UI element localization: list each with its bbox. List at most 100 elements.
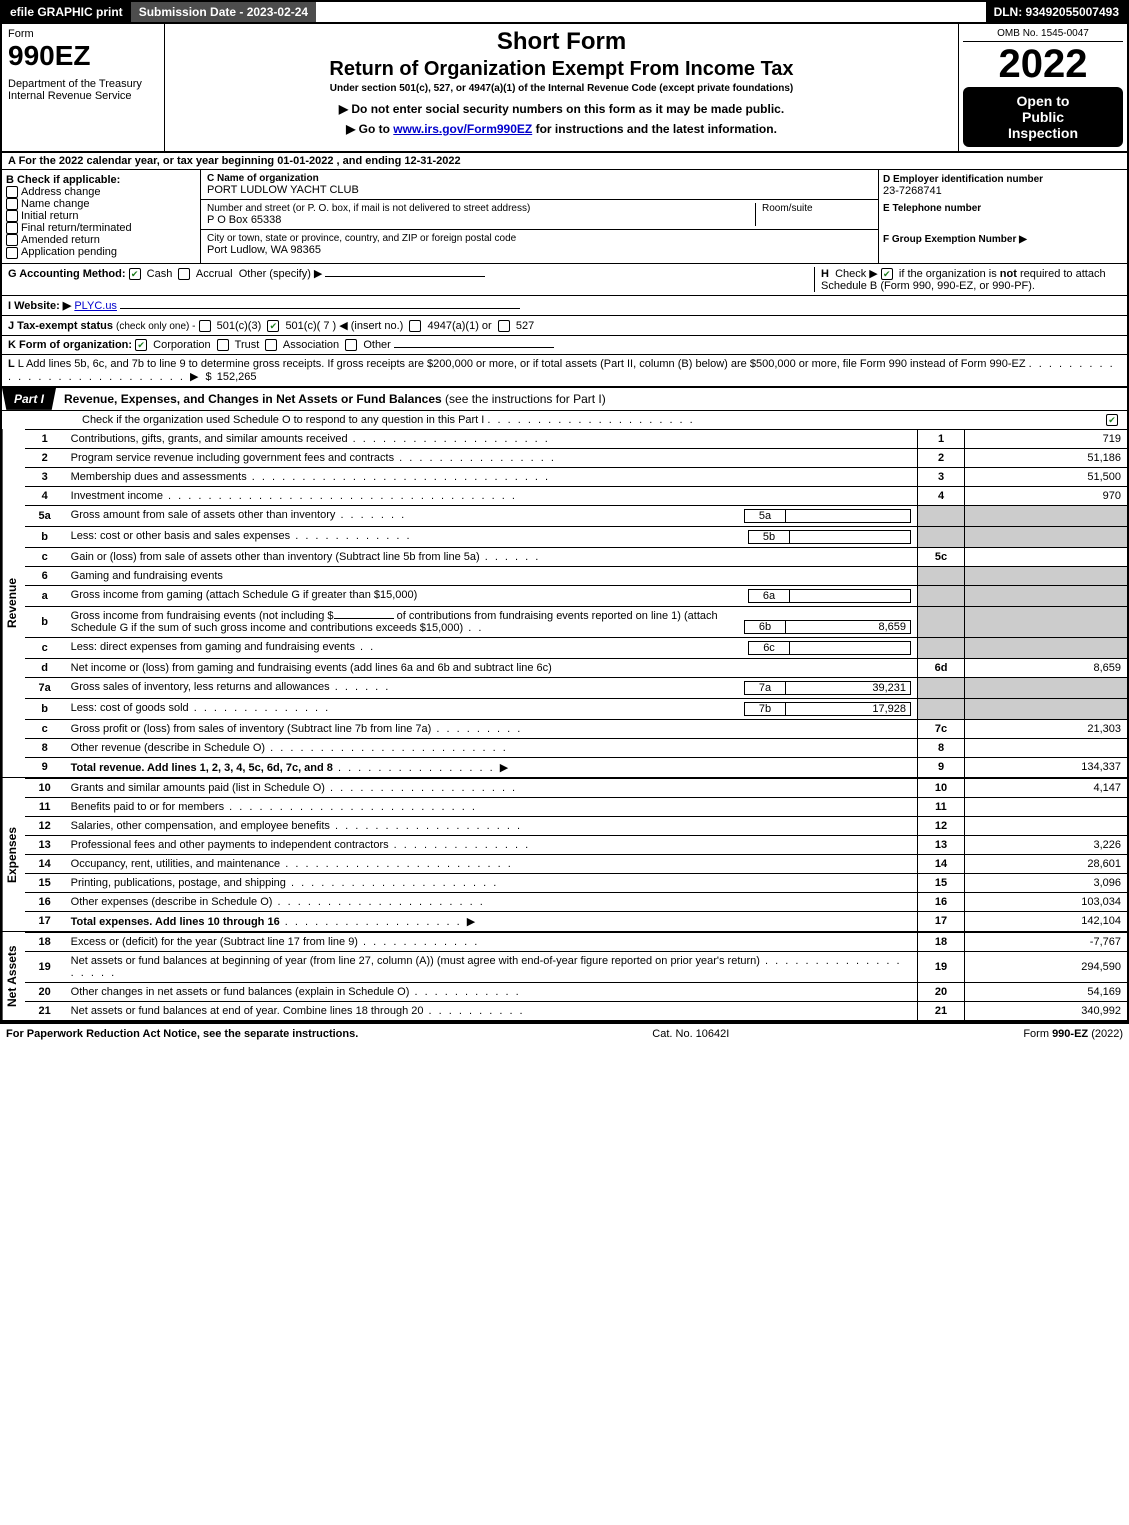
part1-check-row: Check if the organization used Schedule … <box>0 411 1129 429</box>
checkbox-cash[interactable] <box>129 268 141 280</box>
label-other-specify: Other (specify) ▶ <box>239 268 323 280</box>
note-goto-pre: ▶ Go to <box>346 122 393 136</box>
table-row: cGain or (loss) from sale of assets othe… <box>25 547 1127 566</box>
header-right: OMB No. 1545-0047 2022 Open to Public In… <box>958 24 1127 151</box>
label-amended-return: Amended return <box>21 234 100 246</box>
label-corp: Corporation <box>153 339 210 351</box>
label-527: 527 <box>516 320 534 332</box>
k-label: K Form of organization: <box>8 339 132 351</box>
footer-center: Cat. No. 10642I <box>652 1028 729 1040</box>
org-name: PORT LUDLOW YACHT CLUB <box>207 184 872 196</box>
table-row: 14Occupancy, rent, utilities, and mainte… <box>25 854 1127 873</box>
open-public-box: Open to Public Inspection <box>963 87 1123 147</box>
expenses-table: 10Grants and similar amounts paid (list … <box>25 778 1127 931</box>
header-center: Short Form Return of Organization Exempt… <box>165 24 958 151</box>
netassets-section: Net Assets 18Excess or (deficit) for the… <box>0 932 1129 1022</box>
checkbox-amended-return[interactable] <box>6 234 18 246</box>
dln-label: DLN: 93492055007493 <box>986 2 1127 22</box>
note-goto-post: for instructions and the latest informat… <box>536 122 777 136</box>
info-grid: B Check if applicable: Address change Na… <box>0 170 1129 263</box>
title-short-form: Short Form <box>169 28 954 56</box>
part1-title: Revenue, Expenses, and Changes in Net As… <box>56 388 614 410</box>
tax-year: 2022 <box>963 42 1123 87</box>
row-g-h: G Accounting Method: Cash Accrual Other … <box>0 263 1129 295</box>
top-bar: efile GRAPHIC print Submission Date - 20… <box>0 0 1129 24</box>
revenue-table: 1Contributions, gifts, grants, and simil… <box>25 429 1127 777</box>
table-row: 21Net assets or fund balances at end of … <box>25 1001 1127 1020</box>
netassets-vlabel: Net Assets <box>2 932 25 1020</box>
revenue-section: Revenue 1Contributions, gifts, grants, a… <box>0 429 1129 778</box>
checkbox-trust[interactable] <box>217 339 229 351</box>
checkbox-h[interactable] <box>881 268 893 280</box>
label-address-change: Address change <box>21 186 101 198</box>
checkbox-527[interactable] <box>498 320 510 332</box>
website-link[interactable]: PLYC.us <box>74 300 117 312</box>
footer-right-pre: Form <box>1023 1028 1052 1040</box>
table-row: 20Other changes in net assets or fund ba… <box>25 982 1127 1001</box>
checkbox-501c[interactable] <box>267 320 279 332</box>
title-return: Return of Organization Exempt From Incom… <box>169 58 954 81</box>
section-a-taxyear: A For the 2022 calendar year, or tax yea… <box>0 153 1129 170</box>
checkbox-schedule-o[interactable] <box>1106 414 1118 426</box>
row-k: K Form of organization: Corporation Trus… <box>0 335 1129 354</box>
row-j: J Tax-exempt status (check only one) - 5… <box>0 315 1129 335</box>
irs-link[interactable]: www.irs.gov/Form990EZ <box>393 122 532 136</box>
checkbox-application-pending[interactable] <box>6 247 18 259</box>
group-exemption-label: F Group Exemption Number ▶ <box>883 234 1123 245</box>
checkbox-accrual[interactable] <box>178 268 190 280</box>
table-row: 18Excess or (deficit) for the year (Subt… <box>25 932 1127 951</box>
part1-dots: . . . . . . . . . . . . . . . . . . . . … <box>487 414 694 426</box>
checkbox-501c3[interactable] <box>199 320 211 332</box>
checkbox-final-return[interactable] <box>6 222 18 234</box>
footer-right-post: (2022) <box>1091 1028 1123 1040</box>
table-row: 3Membership dues and assessments . . . .… <box>25 467 1127 486</box>
section-b-label: B Check if applicable: <box>6 174 196 186</box>
street-label: Number and street (or P. O. box, if mail… <box>207 203 755 214</box>
label-accrual: Accrual <box>196 268 233 280</box>
city-value: Port Ludlow, WA 98365 <box>207 244 872 256</box>
part1-check-text: Check if the organization used Schedule … <box>82 414 484 426</box>
table-row: 11Benefits paid to or for members . . . … <box>25 797 1127 816</box>
other-specify-field[interactable] <box>325 276 485 277</box>
label-4947: 4947(a)(1) or <box>428 320 492 332</box>
i-label: I Website: ▶ <box>8 300 71 312</box>
table-row: 1Contributions, gifts, grants, and simil… <box>25 429 1127 448</box>
part1-title-paren: (see the instructions for Part I) <box>445 392 606 406</box>
expenses-vlabel: Expenses <box>2 778 25 931</box>
tel-label: E Telephone number <box>883 203 1123 214</box>
footer-right-bold: 990-EZ <box>1052 1028 1088 1040</box>
table-row: 13Professional fees and other payments t… <box>25 835 1127 854</box>
checkbox-other-org[interactable] <box>345 339 357 351</box>
footer-left: For Paperwork Reduction Act Notice, see … <box>6 1028 358 1040</box>
part1-header: Part I Revenue, Expenses, and Changes in… <box>0 387 1129 411</box>
form-word: Form <box>8 28 158 40</box>
checkbox-initial-return[interactable] <box>6 210 18 222</box>
label-501c3: 501(c)(3) <box>217 320 262 332</box>
checkbox-corp[interactable] <box>135 339 147 351</box>
efile-label: efile GRAPHIC print <box>2 2 131 22</box>
ein-value: 23-7268741 <box>883 185 1123 197</box>
note-ssn: ▶ Do not enter social security numbers o… <box>169 102 954 116</box>
part1-title-text: Revenue, Expenses, and Changes in Net As… <box>64 392 442 406</box>
org-name-label: C Name of organization <box>207 173 872 184</box>
l-amount: 152,265 <box>217 371 257 383</box>
page-footer: For Paperwork Reduction Act Notice, see … <box>0 1022 1129 1044</box>
table-row: 7aGross sales of inventory, less returns… <box>25 677 1127 698</box>
note-goto: ▶ Go to www.irs.gov/Form990EZ for instru… <box>169 122 954 136</box>
other-org-field[interactable] <box>394 347 554 348</box>
section-h: H Check ▶ if the organization is not req… <box>814 267 1121 292</box>
checkbox-name-change[interactable] <box>6 198 18 210</box>
j-sub: (check only one) - <box>116 321 195 332</box>
row-l: L L Add lines 5b, 6c, and 7b to line 9 t… <box>0 354 1129 387</box>
checkbox-4947[interactable] <box>409 320 421 332</box>
header-left: Form 990EZ Department of the Treasury In… <box>2 24 165 151</box>
table-row: bGross income from fundraising events (n… <box>25 606 1127 637</box>
section-c: C Name of organization PORT LUDLOW YACHT… <box>201 170 879 263</box>
checkbox-address-change[interactable] <box>6 186 18 198</box>
table-row: 17Total expenses. Add lines 10 through 1… <box>25 911 1127 931</box>
table-row: 4Investment income . . . . . . . . . . .… <box>25 486 1127 505</box>
checkbox-assoc[interactable] <box>265 339 277 351</box>
revenue-vlabel: Revenue <box>2 429 25 777</box>
table-row: 6Gaming and fundraising events <box>25 566 1127 585</box>
section-def: D Employer identification number 23-7268… <box>879 170 1127 263</box>
